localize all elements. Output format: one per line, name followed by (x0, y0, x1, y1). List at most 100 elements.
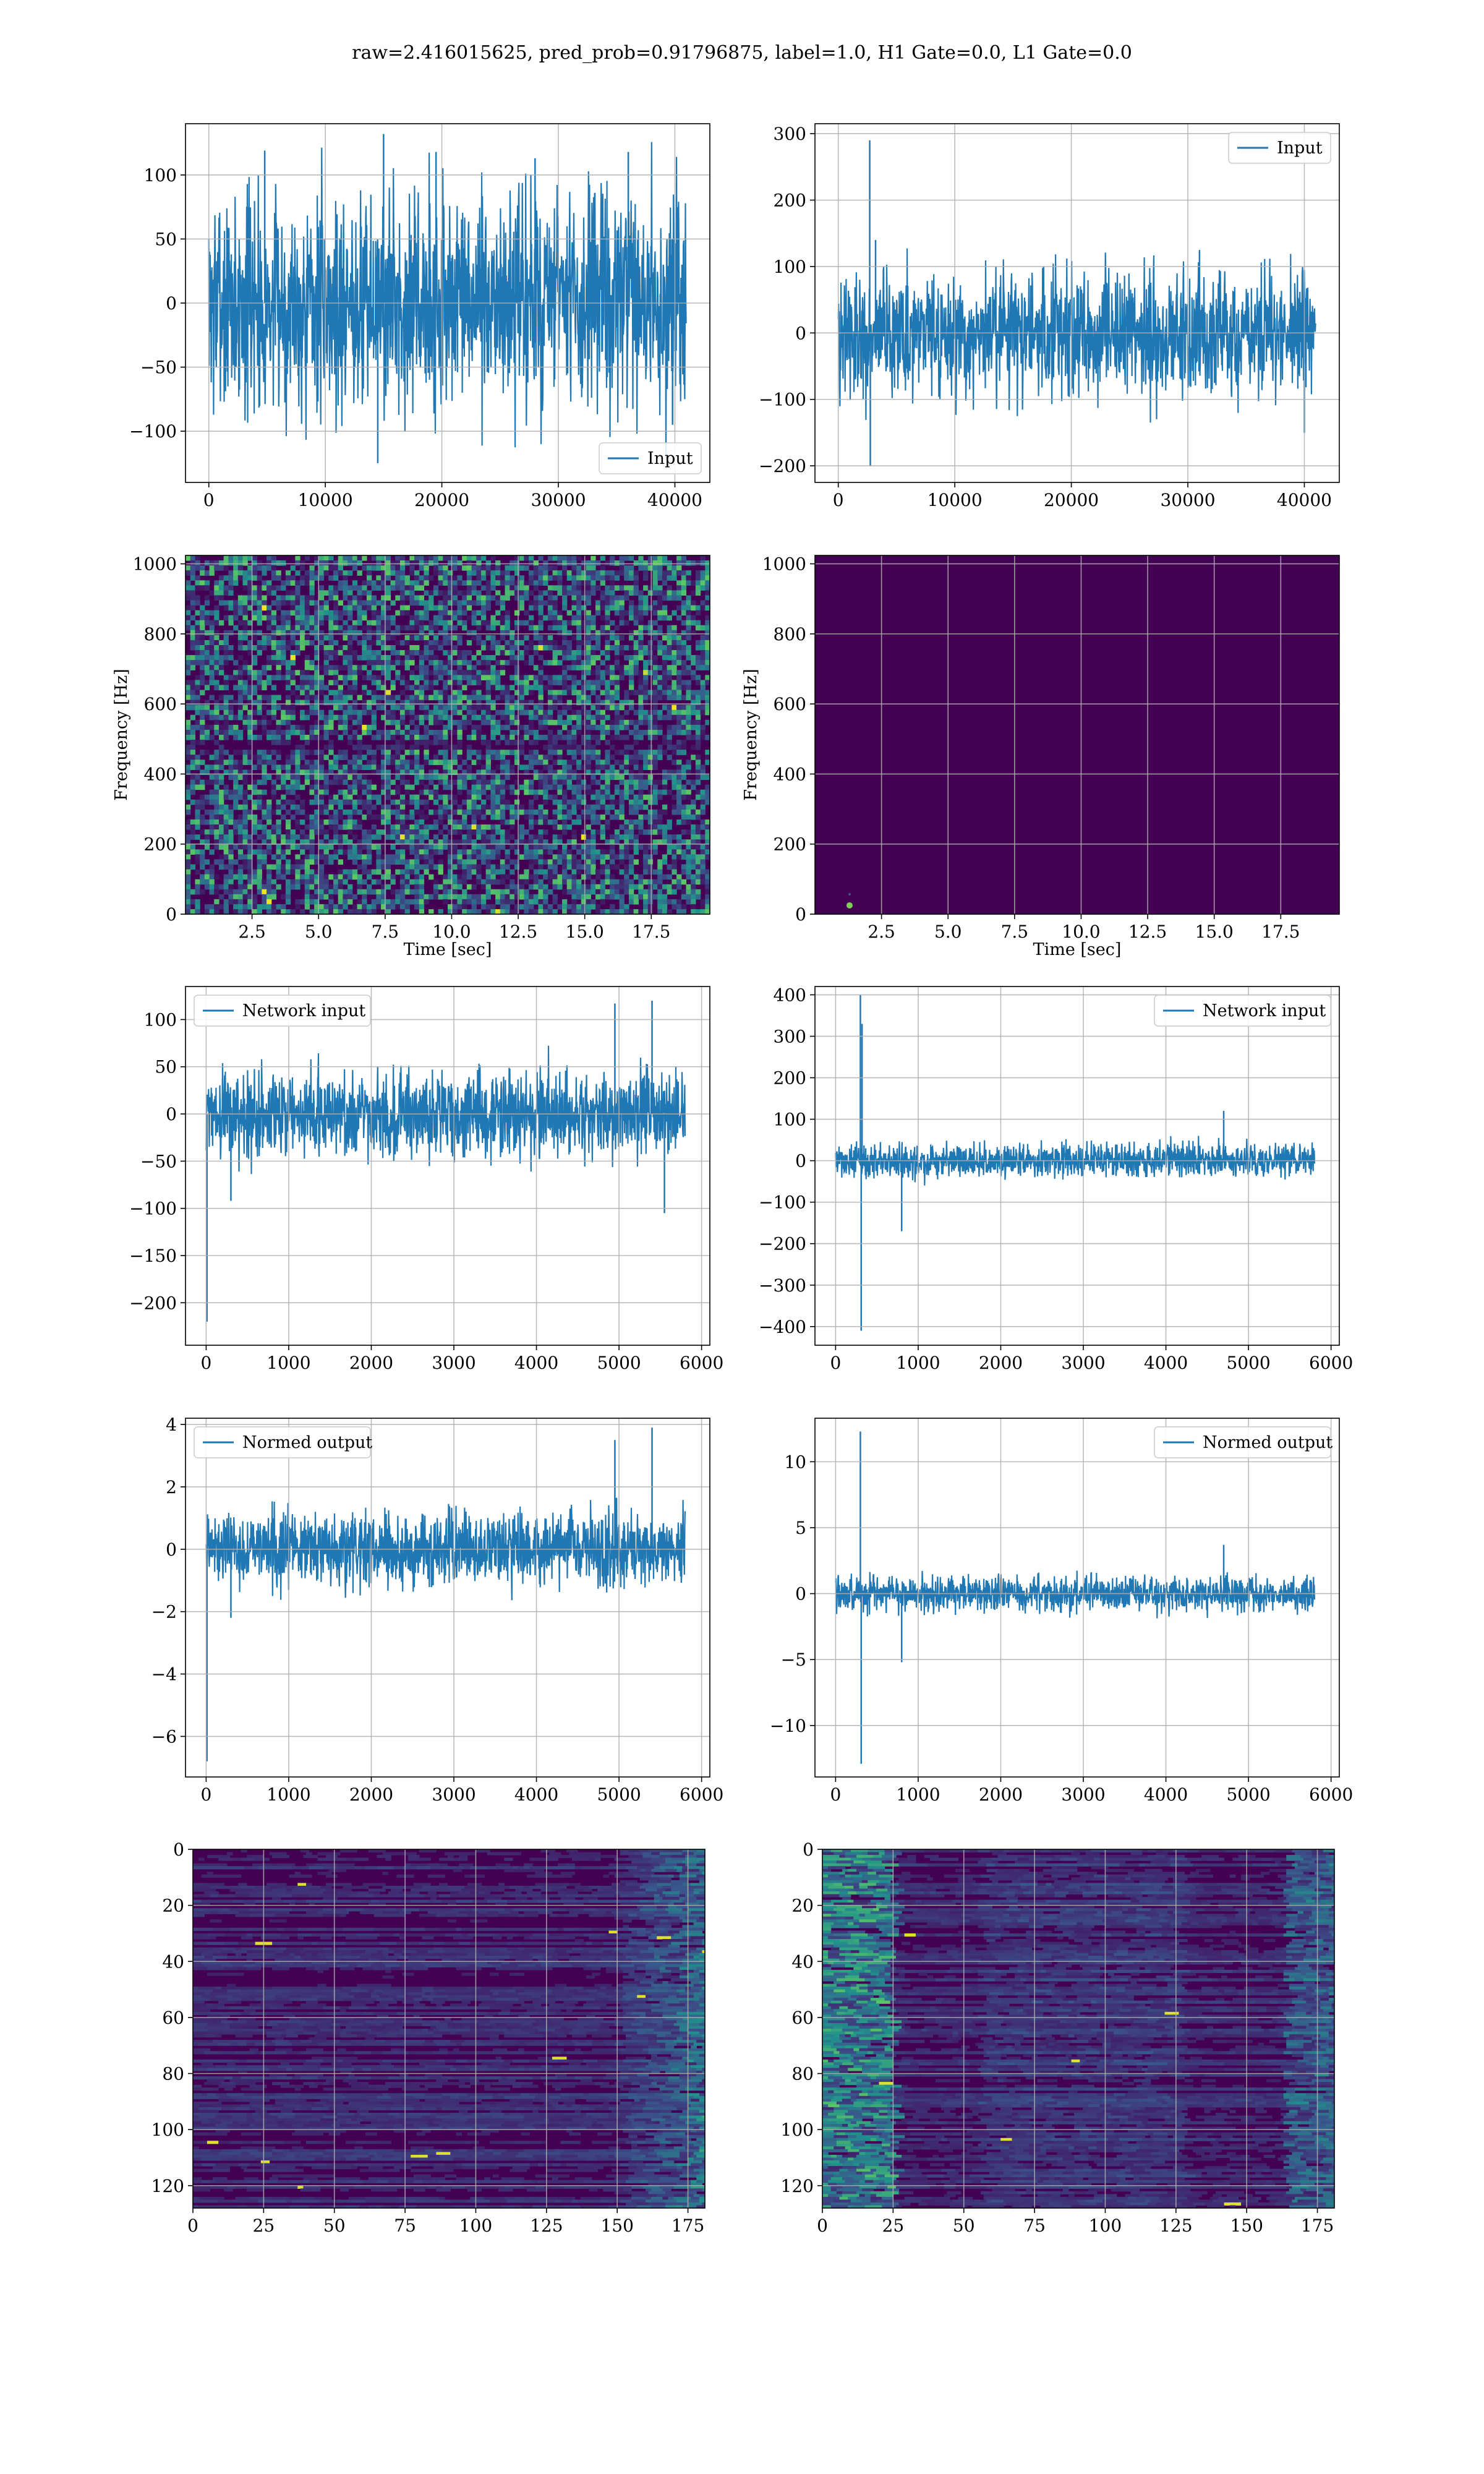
heatmap-cell (466, 590, 472, 596)
heatmap-cell (409, 650, 415, 656)
heatmap-cell (390, 600, 396, 606)
heatmap-cell (672, 745, 677, 750)
heatmap-cell (676, 750, 682, 755)
heatmap-cell (495, 740, 501, 745)
heatmap-cell (705, 794, 710, 800)
heatmap-cell (309, 575, 315, 581)
heatmap-cell (485, 685, 491, 691)
heatmap-cell (471, 709, 477, 716)
heatmap-cell (505, 849, 510, 855)
heatmap-cell (300, 630, 305, 636)
heatmap-cell (247, 709, 253, 716)
heatmap-cell (414, 829, 420, 835)
heatmap-cell (657, 709, 663, 716)
heatmap-cell (485, 794, 491, 800)
heatmap-cell (562, 680, 568, 686)
heatmap-cell (333, 854, 339, 860)
heatmap-cell (686, 854, 691, 860)
heatmap-cell (209, 824, 215, 830)
heatmap-cell (276, 675, 281, 680)
heatmap-cell (681, 864, 687, 870)
heatmap-cell (228, 859, 234, 865)
heatmap-cell (595, 755, 601, 760)
heatmap-cell (448, 620, 453, 626)
heatmap-cell (214, 809, 220, 815)
heatmap-cell (619, 854, 625, 860)
heatmap-cell (186, 700, 191, 706)
heatmap-cell (462, 839, 467, 845)
heatmap-cell (333, 794, 339, 800)
heatmap-cell (462, 844, 467, 850)
heatmap-cell (190, 655, 196, 661)
heatmap-cell (676, 784, 682, 790)
heatmap-cell (510, 560, 515, 566)
heatmap-cell (271, 600, 277, 606)
heatmap-cell (586, 729, 591, 735)
heatmap-cell (186, 625, 191, 631)
heatmap-cell (409, 660, 415, 666)
heatmap-cell (576, 575, 582, 581)
heatmap-cell (438, 844, 443, 850)
heatmap-cell (591, 844, 596, 850)
heatmap-cell (314, 635, 320, 641)
heatmap-cell (295, 819, 301, 825)
heatmap-cell (633, 849, 639, 855)
heatmap-cell (581, 575, 587, 581)
heatmap-cell (638, 560, 644, 566)
heatmap-cell (223, 804, 229, 810)
heatmap-cell (510, 565, 515, 571)
heatmap-cell (395, 560, 401, 566)
heatmap-cell (566, 784, 573, 790)
heatmap-cell (218, 660, 224, 666)
heatmap-cell (667, 834, 672, 840)
heatmap-cell (237, 804, 244, 810)
heatmap-cell (276, 695, 281, 701)
heatmap-cell (529, 645, 534, 651)
heatmap-cell (519, 655, 524, 661)
heatmap-cell (695, 575, 701, 581)
heatmap-cell (586, 859, 591, 865)
heatmap-cell (314, 560, 320, 566)
heatmap-cell (643, 610, 649, 616)
heatmap-cell (252, 685, 258, 691)
heatmap-cell (195, 854, 200, 860)
heatmap-cell (204, 580, 210, 586)
heatmap-cell (591, 829, 596, 835)
heatmap-cell (452, 625, 458, 631)
heatmap-cell (485, 580, 491, 586)
heatmap-cell (533, 565, 539, 571)
heatmap-cell (571, 729, 577, 735)
heatmap-cell (362, 784, 367, 790)
heatmap-cell (538, 819, 544, 825)
heatmap-cell (595, 635, 601, 641)
heatmap-cell (705, 854, 710, 860)
heatmap-cell (547, 660, 553, 666)
heatmap-cell (290, 640, 296, 646)
heatmap-cell (414, 804, 420, 810)
heatmap-cell (443, 824, 448, 830)
heatmap-cell (343, 764, 348, 770)
heatmap-cell (419, 585, 425, 591)
heatmap-cell (414, 690, 420, 696)
heatmap-cell (480, 789, 487, 795)
heatmap-cell (237, 600, 244, 606)
heatmap-cell (190, 615, 196, 621)
heatmap-cell (591, 615, 596, 621)
heatmap-cell (399, 729, 406, 735)
heatmap-cell (529, 824, 534, 830)
heatmap-cell (490, 585, 496, 591)
heatmap-cell (705, 844, 710, 850)
heatmap-cell (371, 660, 377, 666)
heatmap-cell (233, 874, 239, 880)
heatmap-cell (209, 814, 215, 820)
heatmap-cell (429, 640, 434, 646)
heatmap-cell (676, 680, 682, 686)
heatmap-cell (562, 625, 568, 631)
heatmap-cell (376, 660, 382, 666)
heatmap-cell (348, 844, 353, 850)
heatmap-cell (371, 675, 377, 680)
heatmap-cell (505, 750, 510, 755)
heatmap-cell (233, 789, 239, 795)
heatmap-cell (409, 729, 415, 735)
heatmap-cell (476, 829, 482, 835)
